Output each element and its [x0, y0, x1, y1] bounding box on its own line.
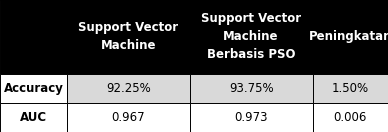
- Text: 0.967: 0.967: [111, 111, 145, 124]
- Text: 1.50%: 1.50%: [332, 82, 369, 95]
- Bar: [0, 74, 67, 103]
- Text: AUC: AUC: [20, 111, 47, 124]
- Bar: [67, 103, 190, 132]
- Text: Peningkatan: Peningkatan: [308, 30, 388, 43]
- Text: 0.006: 0.006: [334, 111, 367, 124]
- Text: 0.973: 0.973: [234, 111, 268, 124]
- Text: 93.75%: 93.75%: [229, 82, 274, 95]
- Text: Support Vector
Machine
Berbasis PSO: Support Vector Machine Berbasis PSO: [201, 12, 301, 62]
- Bar: [190, 74, 313, 103]
- Bar: [0, 103, 67, 132]
- Bar: [190, 103, 313, 132]
- Bar: [67, 74, 190, 103]
- Bar: [313, 103, 388, 132]
- Text: Accuracy: Accuracy: [3, 82, 63, 95]
- Bar: [67, 0, 190, 74]
- Bar: [313, 0, 388, 74]
- Bar: [313, 74, 388, 103]
- Bar: [0, 0, 67, 74]
- Bar: [190, 0, 313, 74]
- Text: 92.25%: 92.25%: [106, 82, 151, 95]
- Text: Support Vector
Machine: Support Vector Machine: [78, 22, 178, 52]
